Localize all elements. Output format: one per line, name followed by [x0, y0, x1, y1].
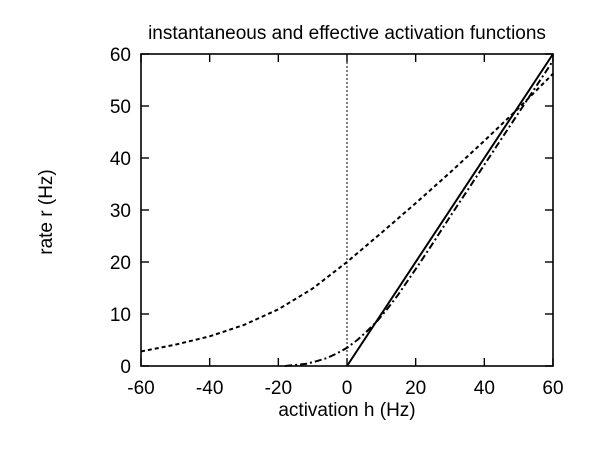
y-tick-label: 40 [110, 149, 131, 170]
instantaneous-activation-line [346, 53, 554, 367]
x-tick-label: 20 [405, 378, 426, 399]
x-tick-label: -60 [127, 378, 154, 399]
y-tick-label: 0 [120, 357, 131, 378]
y-tick-label: 50 [110, 97, 131, 118]
x-tick-label: -20 [265, 378, 292, 399]
y-axis-label: rate r (Hz) [36, 169, 57, 255]
x-axis-label: activation h (Hz) [278, 400, 415, 421]
y-tick-label: 30 [110, 201, 131, 222]
x-tick-label: 40 [474, 378, 495, 399]
chart-title: instantaneous and effective activation f… [148, 23, 546, 44]
y-tick-label: 20 [110, 253, 131, 274]
effective-activation-dashdot-line [285, 60, 554, 367]
effective-activation-dashed-line [140, 73, 554, 353]
plot-area: -60 -40 -20 0 20 40 60 0 10 20 30 40 50 60 [110, 45, 564, 399]
x-tick-label: -40 [196, 378, 223, 399]
y-tick-label: 10 [110, 305, 131, 326]
x-tick-label: 0 [342, 378, 353, 399]
y-tick-label: 60 [110, 45, 131, 66]
x-tick-label: 60 [542, 378, 563, 399]
plot-frame [140, 53, 554, 367]
